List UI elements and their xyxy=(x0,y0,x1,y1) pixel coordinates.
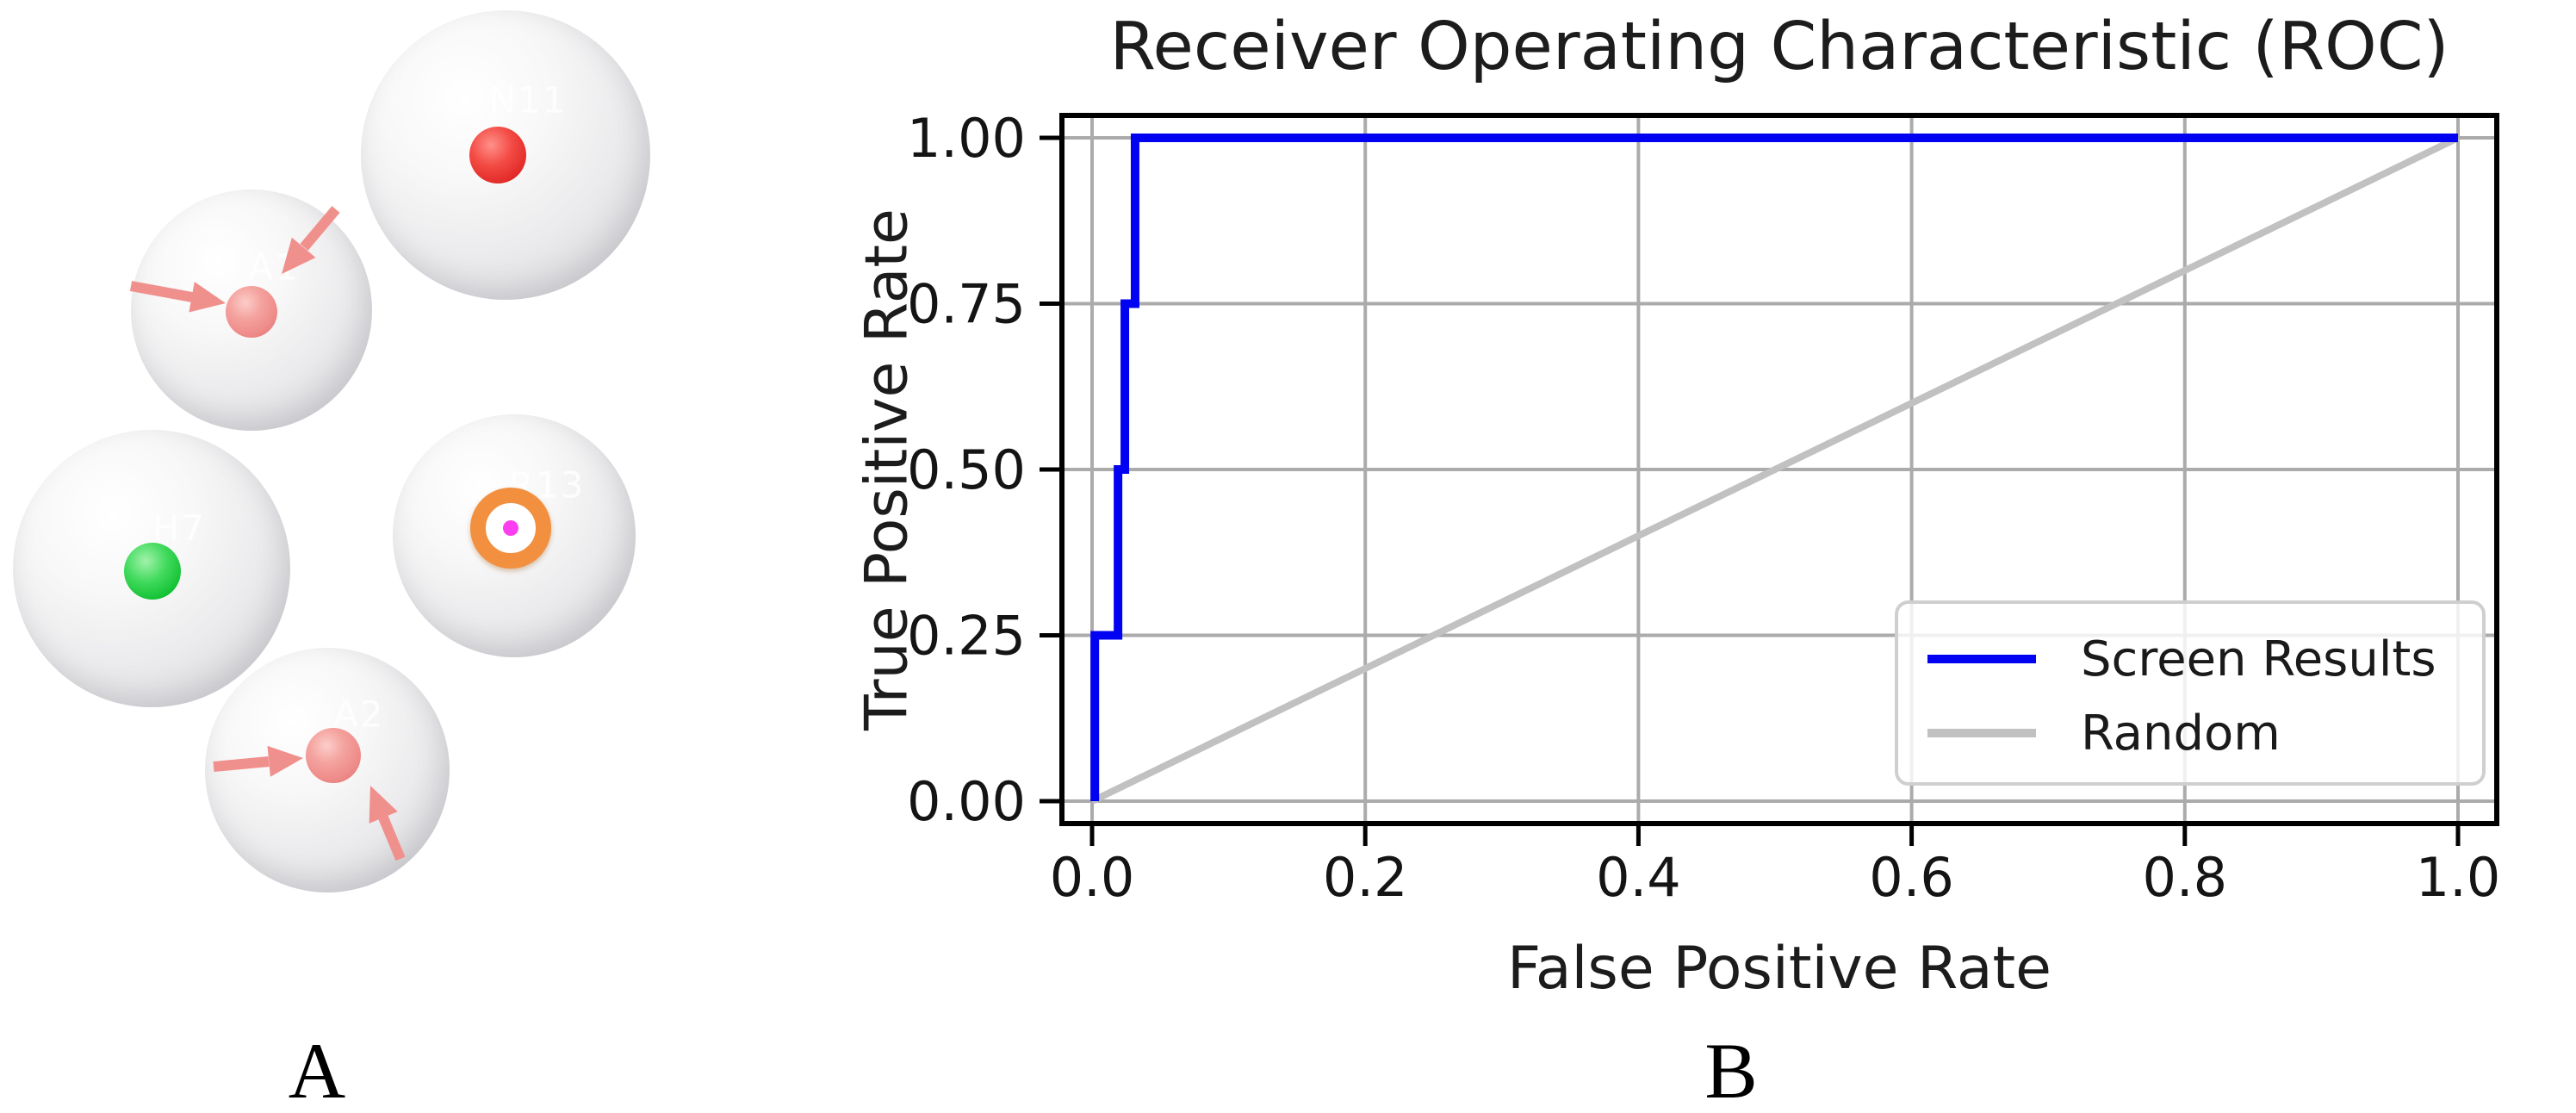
sphere-n11: N11 xyxy=(361,10,650,300)
sphere-h7-label: H7 xyxy=(152,507,207,550)
green-ball-marker xyxy=(124,543,181,600)
legend-label-random: Random xyxy=(2081,705,2281,762)
salmon-ball-marker xyxy=(306,728,361,783)
legend-entry-screen-results: Screen Results xyxy=(1898,631,2482,687)
sphere-r13: R13 xyxy=(393,414,636,657)
chart-title: Receiver Operating Characteristic (ROC) xyxy=(1109,9,2449,85)
panel-a: N11 A1 A2 H7 R13 xyxy=(0,0,990,1113)
sphere-a2: A2 xyxy=(205,648,450,892)
panel-a-letter: A xyxy=(288,1027,346,1113)
legend-box: Screen Results Random xyxy=(1895,600,2486,786)
y-axis-label: True Positive Rate xyxy=(853,208,922,731)
panel-b-letter: B xyxy=(1704,1027,1758,1113)
x-axis-label: False Positive Rate xyxy=(1507,935,2051,1003)
legend-line-screen xyxy=(1927,655,2036,663)
red-ball-marker xyxy=(469,127,526,183)
legend-label-screen: Screen Results xyxy=(2081,631,2436,687)
magenta-dot-marker xyxy=(503,520,518,536)
salmon-ball-marker xyxy=(226,286,277,338)
sphere-a2-label: A2 xyxy=(333,693,385,736)
legend-line-random xyxy=(1927,729,2036,737)
sphere-n11-label: N11 xyxy=(488,78,568,121)
legend-entry-random: Random xyxy=(1898,706,2482,762)
sphere-a1-label: A1 xyxy=(248,246,300,289)
sphere-a1: A1 xyxy=(131,190,372,431)
sphere-h7: H7 xyxy=(13,430,290,707)
